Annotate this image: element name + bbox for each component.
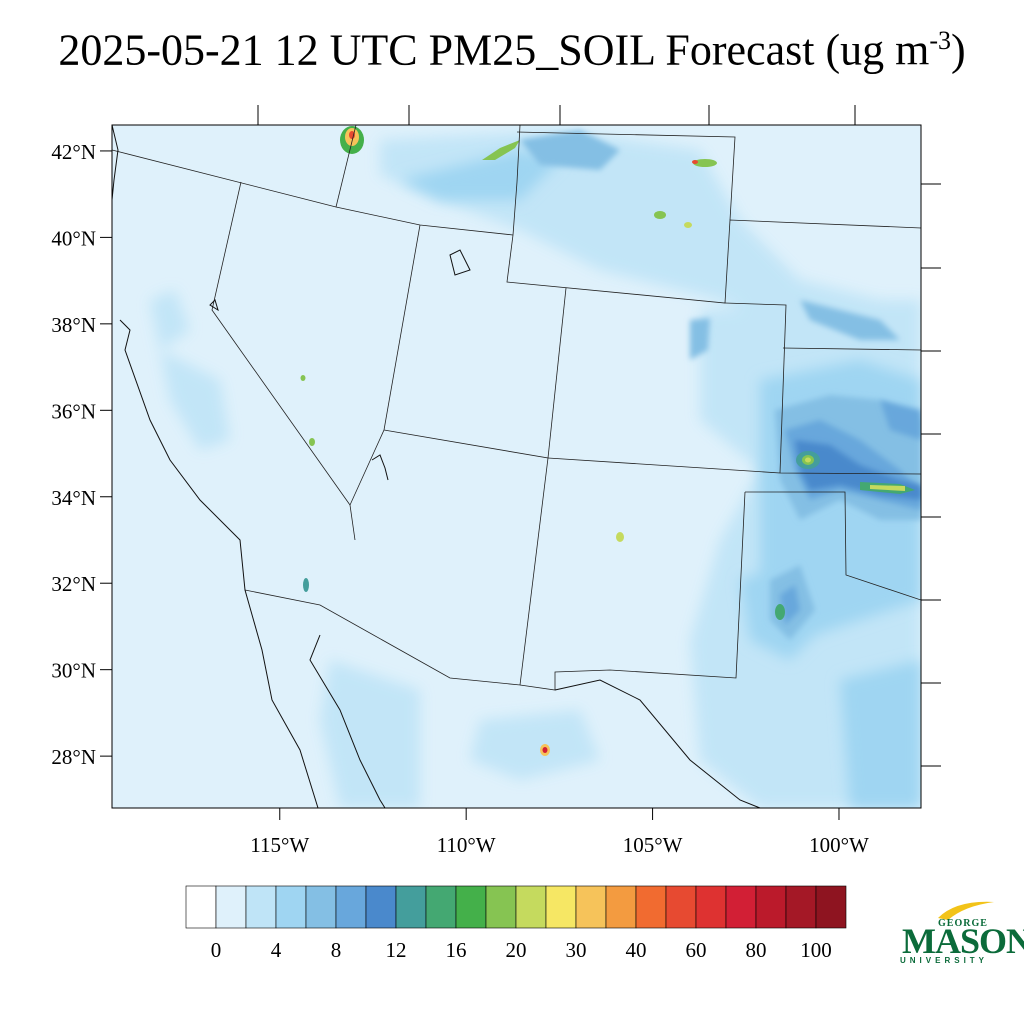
- title-main: 2025-05-21 12 UTC PM25_SOIL Forecast (ug…: [58, 25, 930, 75]
- lat-label: 42°N: [51, 140, 96, 164]
- colorbar-swatch: [695, 885, 727, 929]
- colorbar-swatch: [575, 885, 607, 929]
- lat-label: 30°N: [51, 659, 96, 683]
- colorbar-swatch: [215, 885, 247, 929]
- colorbar-label: 60: [686, 938, 707, 962]
- colorbar-swatch: [545, 885, 577, 929]
- lon-label: 100°W: [809, 833, 869, 857]
- axis-ticks: [100, 105, 941, 820]
- logo-line1: GEORGE: [938, 918, 988, 929]
- colorbar-label: 0: [211, 938, 222, 962]
- colorbar-swatch: [425, 885, 457, 929]
- lon-label: 105°W: [623, 833, 683, 857]
- colorbar-swatch: [725, 885, 757, 929]
- coastline: [112, 125, 761, 808]
- colorbar-swatch: [515, 885, 547, 929]
- logo-line3: UNIVERSITY: [900, 956, 989, 965]
- page-title: 2025-05-21 12 UTC PM25_SOIL Forecast (ug…: [0, 28, 1024, 73]
- colorbar-swatch: [245, 885, 277, 929]
- colorbar-swatch: [605, 885, 637, 929]
- map-frame: [111, 124, 922, 809]
- lat-label: 38°N: [51, 313, 96, 337]
- colorbar-swatch: [755, 885, 787, 929]
- lat-label: 40°N: [51, 226, 96, 250]
- colorbar-swatch: [335, 885, 367, 929]
- lon-label: 110°W: [437, 833, 496, 857]
- latitude-labels: 42°N 40°N 38°N 36°N 34°N 32°N 30°N 28°N: [51, 140, 96, 769]
- lon-label: 115°W: [250, 833, 309, 857]
- colorbar-label: 30: [566, 938, 587, 962]
- gmu-logo: GEORGE MASON UNIVERSITY: [896, 898, 1024, 968]
- colorbar-swatch: [635, 885, 667, 929]
- concentration-field: [150, 126, 921, 808]
- colorbar-label: 80: [746, 938, 767, 962]
- state-boundaries: [112, 125, 921, 691]
- colorbar-swatch: [665, 885, 697, 929]
- colorbar-swatch: [785, 885, 817, 929]
- colorbar-swatch: [275, 885, 307, 929]
- colorbar-label: 8: [331, 938, 342, 962]
- colorbar-swatch: [485, 885, 517, 929]
- logo-line2: MASON: [902, 921, 1024, 961]
- longitude-labels: 115°W 110°W 105°W 100°W: [250, 833, 869, 857]
- colorbar-label: 20: [506, 938, 527, 962]
- colorbar-swatch: [455, 885, 487, 929]
- colorbar-label: 12: [386, 938, 407, 962]
- colorbar-swatch: [365, 885, 397, 929]
- title-exponent: -3: [929, 26, 951, 55]
- lat-label: 32°N: [51, 572, 96, 596]
- colorbar-label: 4: [271, 938, 282, 962]
- colorbar-swatch: [185, 885, 217, 929]
- lat-label: 28°N: [51, 745, 96, 769]
- colorbar-label: 40: [626, 938, 647, 962]
- lat-label: 34°N: [51, 486, 96, 510]
- colorbar-label: 16: [446, 938, 467, 962]
- colorbar-swatch: [395, 885, 427, 929]
- colorbar-label: 100: [800, 938, 832, 962]
- colorbar-swatch: [305, 885, 337, 929]
- lat-label: 36°N: [51, 399, 96, 423]
- title-close: ): [951, 25, 966, 75]
- colorbar-swatch: [815, 885, 847, 929]
- logo-swoosh: [938, 901, 994, 920]
- colorbar: 0 4 8 12 16 20 30 40 60 80 100: [185, 885, 847, 962]
